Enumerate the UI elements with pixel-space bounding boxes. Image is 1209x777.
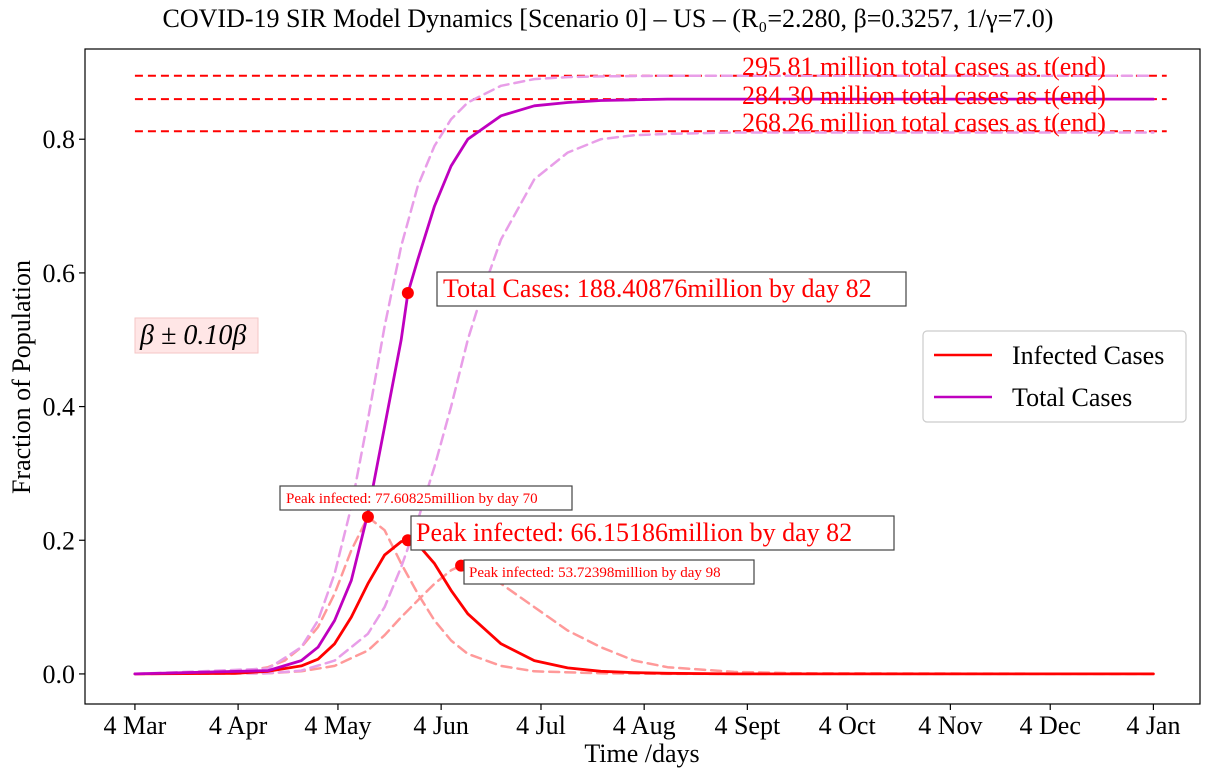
x-axis-ticks: 4 Mar 4 Apr 4 May 4 Jun 4 Jul 4 Aug 4 Sept 4 Oc… [104, 704, 1180, 740]
variant-line-4 [133, 74, 1155, 676]
infected-cases-line-0 [133, 538, 1155, 676]
beta-note: β ± 0.10β [139, 320, 246, 351]
y-tick-label: 0.6 [43, 259, 76, 288]
y-tick-label: 0.2 [43, 526, 76, 555]
y-tick-label: 0.0 [43, 660, 76, 689]
peak-infected-annotation: Peak infected: 66.15186million by day 82 [416, 518, 852, 547]
y-axis-label: Fraction of Population [7, 260, 36, 494]
hline-label-1: 295.81 million total cases as t(end) [742, 52, 1106, 81]
y-axis-ticks: 0.0 0.2 0.4 0.6 0.8 [43, 125, 85, 689]
beta-note-box [134, 317, 259, 354]
legend-label-infected: Infected Cases [1012, 341, 1164, 370]
x-tick-label: 4 Aug [613, 711, 676, 740]
total-cases-line-1 [133, 97, 1155, 676]
hline-label-2: 284.30 million total cases as t(end) [742, 81, 1106, 110]
x-tick-label: 4 Apr [209, 711, 268, 740]
peak-infected-high-annotation: Peak infected: 77.60825million by day 70 [286, 491, 538, 507]
peak-infected-high-annotation-box [279, 485, 573, 511]
total-cases-annotation: Total Cases: 188.40876million by day 82 [443, 274, 872, 303]
chart-title: COVID-19 SIR Model Dynamics [Scenario 0]… [163, 4, 1054, 33]
peak-marker-3 [361, 510, 374, 523]
legend-label-total: Total Cases [1012, 383, 1132, 412]
total-cases-annotation-box [436, 271, 907, 307]
variant-line-5 [133, 131, 1155, 676]
x-tick-label: 4 Jan [1126, 711, 1180, 740]
plot-area [84, 48, 1201, 705]
peak-infected-low-annotation: Peak infected: 53.72398million by day 98 [469, 565, 721, 581]
x-tick-label: 4 Jun [413, 711, 469, 740]
peak-marker-1 [401, 286, 414, 299]
y-tick-label: 0.4 [43, 393, 76, 422]
x-tick-label: 4 Dec [1020, 711, 1081, 740]
x-tick-label: 4 Sept [714, 711, 781, 740]
x-tick-label: 4 Mar [104, 711, 167, 740]
x-tick-label: 4 May [304, 711, 371, 740]
peak-infected-low-annotation-box [463, 559, 755, 585]
x-axis-label: Time /days [584, 739, 699, 768]
peak-infected-annotation-box [410, 515, 895, 551]
y-tick-label: 0.8 [43, 125, 76, 154]
x-tick-label: 4 Jul [516, 711, 566, 740]
x-tick-label: 4 Nov [918, 711, 982, 740]
hline-label-3: 268.26 million total cases as t(end) [742, 108, 1106, 137]
x-tick-label: 4 Oct [819, 711, 877, 740]
